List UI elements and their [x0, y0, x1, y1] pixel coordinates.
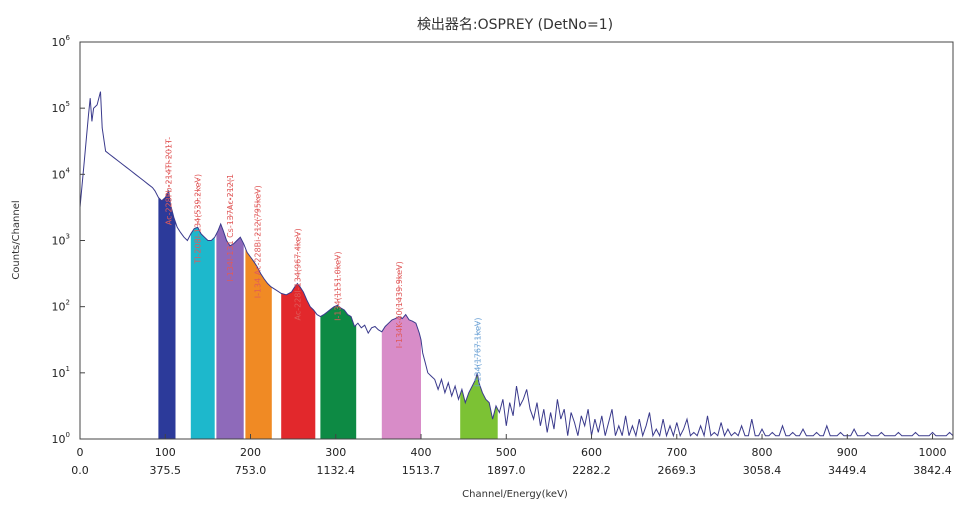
peak-region: [281, 283, 316, 439]
y-tick-label: 106: [52, 34, 71, 49]
y-tick-label: 104: [52, 166, 71, 181]
peak-label: I-134 Ac-228Bi-212(795keV): [253, 185, 262, 298]
peak-annotations: Ac-228Pb-214Tl-201T- Tl-208I-134(539.2keV…: [165, 137, 483, 387]
y-axis-ticks: 100 101 102 103 104 105 106: [52, 34, 85, 446]
x-energy-tick-label: 1897.0: [487, 464, 526, 477]
x-channel-tick-label: 500: [496, 446, 517, 459]
peak-region: [158, 190, 176, 439]
peak-label: Ac-228I-134(967.4keV): [293, 228, 302, 320]
x-energy-tick-label: 3842.4: [913, 464, 952, 477]
x-energy-tick-label: 3058.4: [743, 464, 782, 477]
x-axis-label: Channel/Energy(keV): [462, 489, 568, 500]
y-tick-label: 102: [52, 299, 70, 314]
x-channel-tick-label: 700: [666, 446, 687, 459]
peak-region: [381, 314, 421, 439]
y-tick-label: 103: [52, 233, 70, 248]
x-channel-tick-label: 300: [325, 446, 346, 459]
x-energy-tick-label: 753.0: [235, 464, 267, 477]
peak-regions: [158, 190, 498, 439]
x-channel-tick-label: 900: [837, 446, 858, 459]
peak-region: [216, 224, 244, 439]
y-axis-label: Counts/Channel: [11, 200, 22, 279]
spectrum-line: [79, 91, 954, 438]
peak-label: I-134I-131 Cs-137Ac-212(1: [226, 174, 235, 282]
x-axis-ticks: 0 100 200 300 400 500 600 700 800 900 1000 0.0 375.5…: [71, 434, 952, 477]
x-energy-tick-label: 1513.7: [402, 464, 441, 477]
peak-label: I-134(1151.0keV): [334, 251, 343, 321]
x-channel-tick-label: 600: [581, 446, 602, 459]
peak-region: [190, 227, 215, 439]
x-energy-tick-label: 1132.4: [317, 464, 356, 477]
spectrum-series: [79, 91, 954, 438]
y-tick-label: 100: [52, 431, 70, 446]
x-energy-tick-label: 2282.2: [572, 464, 611, 477]
x-energy-tick-label: 2669.3: [658, 464, 697, 477]
y-tick-label: 101: [52, 365, 70, 380]
peak-label: I-134(1767.1keV): [473, 318, 482, 388]
x-channel-tick-label: 800: [752, 446, 773, 459]
chart-title: 検出器名:OSPREY (DetNo=1): [417, 17, 613, 33]
peak-region: [245, 248, 272, 439]
x-energy-tick-label: 375.5: [150, 464, 182, 477]
x-channel-tick-label: 1000: [919, 446, 947, 459]
y-tick-label: 105: [52, 100, 70, 115]
peak-label: Tl-208I-134(539.2keV): [194, 174, 203, 265]
peak-label: Ac-228Pb-214Tl-201T-: [165, 137, 174, 225]
x-channel-tick-label: 200: [240, 446, 261, 459]
x-channel-tick-label: 400: [411, 446, 432, 459]
x-channel-tick-label: 0: [77, 446, 84, 459]
x-channel-tick-label: 100: [155, 446, 176, 459]
peak-region: [320, 305, 357, 439]
peak-label: I-134K-40(1439.9keV): [395, 261, 404, 348]
peak-region: [460, 372, 498, 439]
x-energy-tick-label: 3449.4: [828, 464, 867, 477]
x-energy-tick-label: 0.0: [71, 464, 89, 477]
